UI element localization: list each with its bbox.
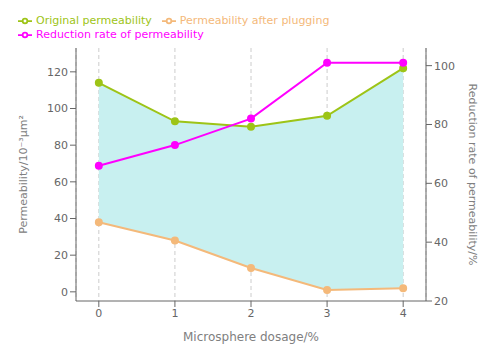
svg-text:Microsphere dosage/%: Microsphere dosage/% [183,330,319,344]
svg-text:80: 80 [54,139,68,152]
svg-text:100: 100 [47,102,68,115]
svg-text:4: 4 [400,307,407,320]
svg-text:60: 60 [434,177,448,190]
svg-text:60: 60 [54,176,68,189]
svg-text:Reduction rate of permeability: Reduction rate of permeability/% [466,84,479,266]
svg-text:20: 20 [434,295,448,308]
svg-text:40: 40 [54,212,68,225]
svg-text:2: 2 [248,307,255,320]
svg-text:40: 40 [434,236,448,249]
svg-text:80: 80 [434,118,448,131]
svg-text:Permeability/10⁻³μm²: Permeability/10⁻³μm² [17,115,30,234]
html-text:Permeability after plugging: Permeability after plugging [179,14,330,27]
svg-text:0: 0 [95,307,102,320]
svg-text:100: 100 [434,60,455,73]
svg-text:1: 1 [171,307,178,320]
html-text:Original permeability: Original permeability [36,14,152,27]
html-text:Reduction rate of permeability: Reduction rate of permeability [36,28,204,41]
svg-text:0: 0 [61,286,68,299]
svg-text:120: 120 [47,66,68,79]
svg-text:3: 3 [324,307,331,320]
svg-text:20: 20 [54,249,68,262]
